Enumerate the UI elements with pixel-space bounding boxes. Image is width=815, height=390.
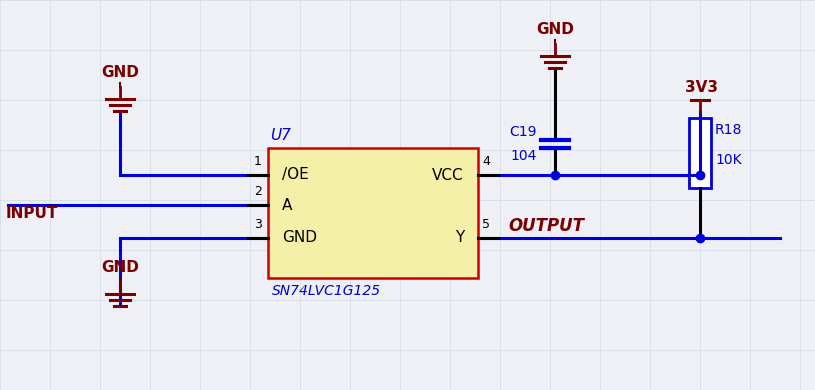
Text: 10K: 10K [715,153,742,167]
Bar [268,148,478,278]
Text: 3: 3 [254,218,262,231]
Text: 3V3: 3V3 [685,80,719,95]
Text: 5: 5 [482,218,490,231]
Text: SN74LVC1G125: SN74LVC1G125 [272,284,381,298]
Text: OUTPUT: OUTPUT [508,217,584,235]
Text: VCC: VCC [433,167,464,183]
Text: GND: GND [101,65,139,80]
Text: /OE: /OE [282,167,309,183]
Text: 4: 4 [482,155,490,168]
Text: GND: GND [536,22,574,37]
Text: 1: 1 [254,155,262,168]
Text: Y: Y [455,230,464,245]
Text: C19: C19 [509,125,537,139]
Text: U7: U7 [270,128,291,143]
Text: GND: GND [101,260,139,275]
Text: GND: GND [282,230,317,245]
Text: 104: 104 [511,149,537,163]
Text: R18: R18 [715,123,742,137]
Text: A: A [282,197,293,213]
Bar [689,118,711,188]
Text: INPUT: INPUT [6,206,59,221]
Text: 2: 2 [254,185,262,198]
